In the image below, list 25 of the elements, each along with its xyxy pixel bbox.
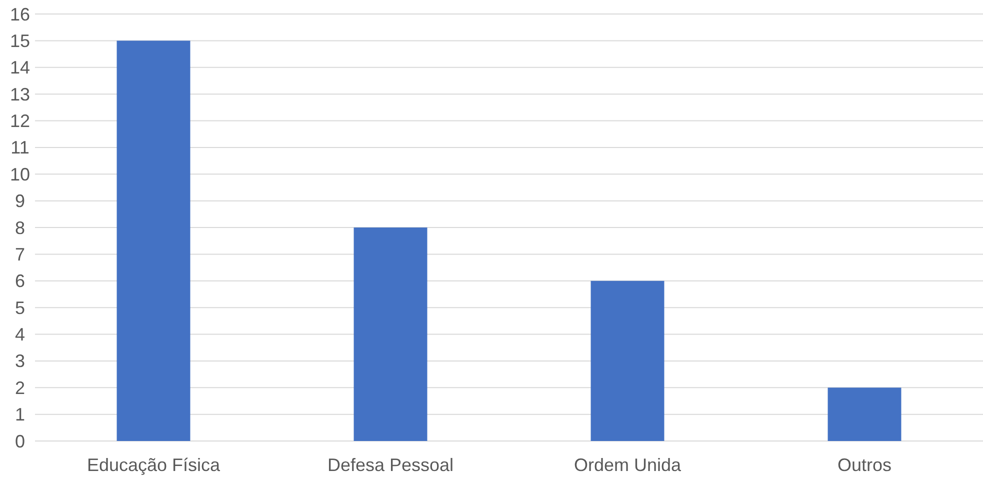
y-tick-label: 5 (14, 298, 26, 318)
x-tick-label: Defesa Pessoal (327, 455, 454, 475)
bar (116, 40, 190, 441)
y-tick-label: 12 (10, 111, 30, 132)
bar (828, 388, 902, 441)
y-tick-label: 3 (14, 351, 26, 372)
y-tick-label: 1 (14, 404, 26, 425)
y-tick-label: 10 (10, 164, 30, 184)
bar (354, 228, 428, 441)
x-tick-label: Ordem Unida (574, 455, 682, 475)
bar (590, 280, 664, 441)
y-tick-label: 8 (14, 218, 26, 238)
x-tick-label: Outros (837, 455, 892, 475)
y-tick-label: 14 (10, 58, 30, 78)
y-tick-label: 7 (14, 244, 26, 264)
y-tick-label: 15 (10, 30, 30, 51)
x-tick-label: Educação Física (86, 455, 222, 475)
y-tick-label: 16 (10, 4, 30, 24)
y-tick-label: 4 (14, 324, 26, 345)
y-tick-label: 13 (10, 84, 30, 104)
y-tick-label: 6 (14, 271, 26, 292)
y-tick-label: 2 (14, 378, 26, 398)
y-tick-label: 11 (10, 138, 30, 158)
y-tick-label: 0 (14, 431, 26, 452)
y-tick-label: 9 (14, 191, 26, 212)
